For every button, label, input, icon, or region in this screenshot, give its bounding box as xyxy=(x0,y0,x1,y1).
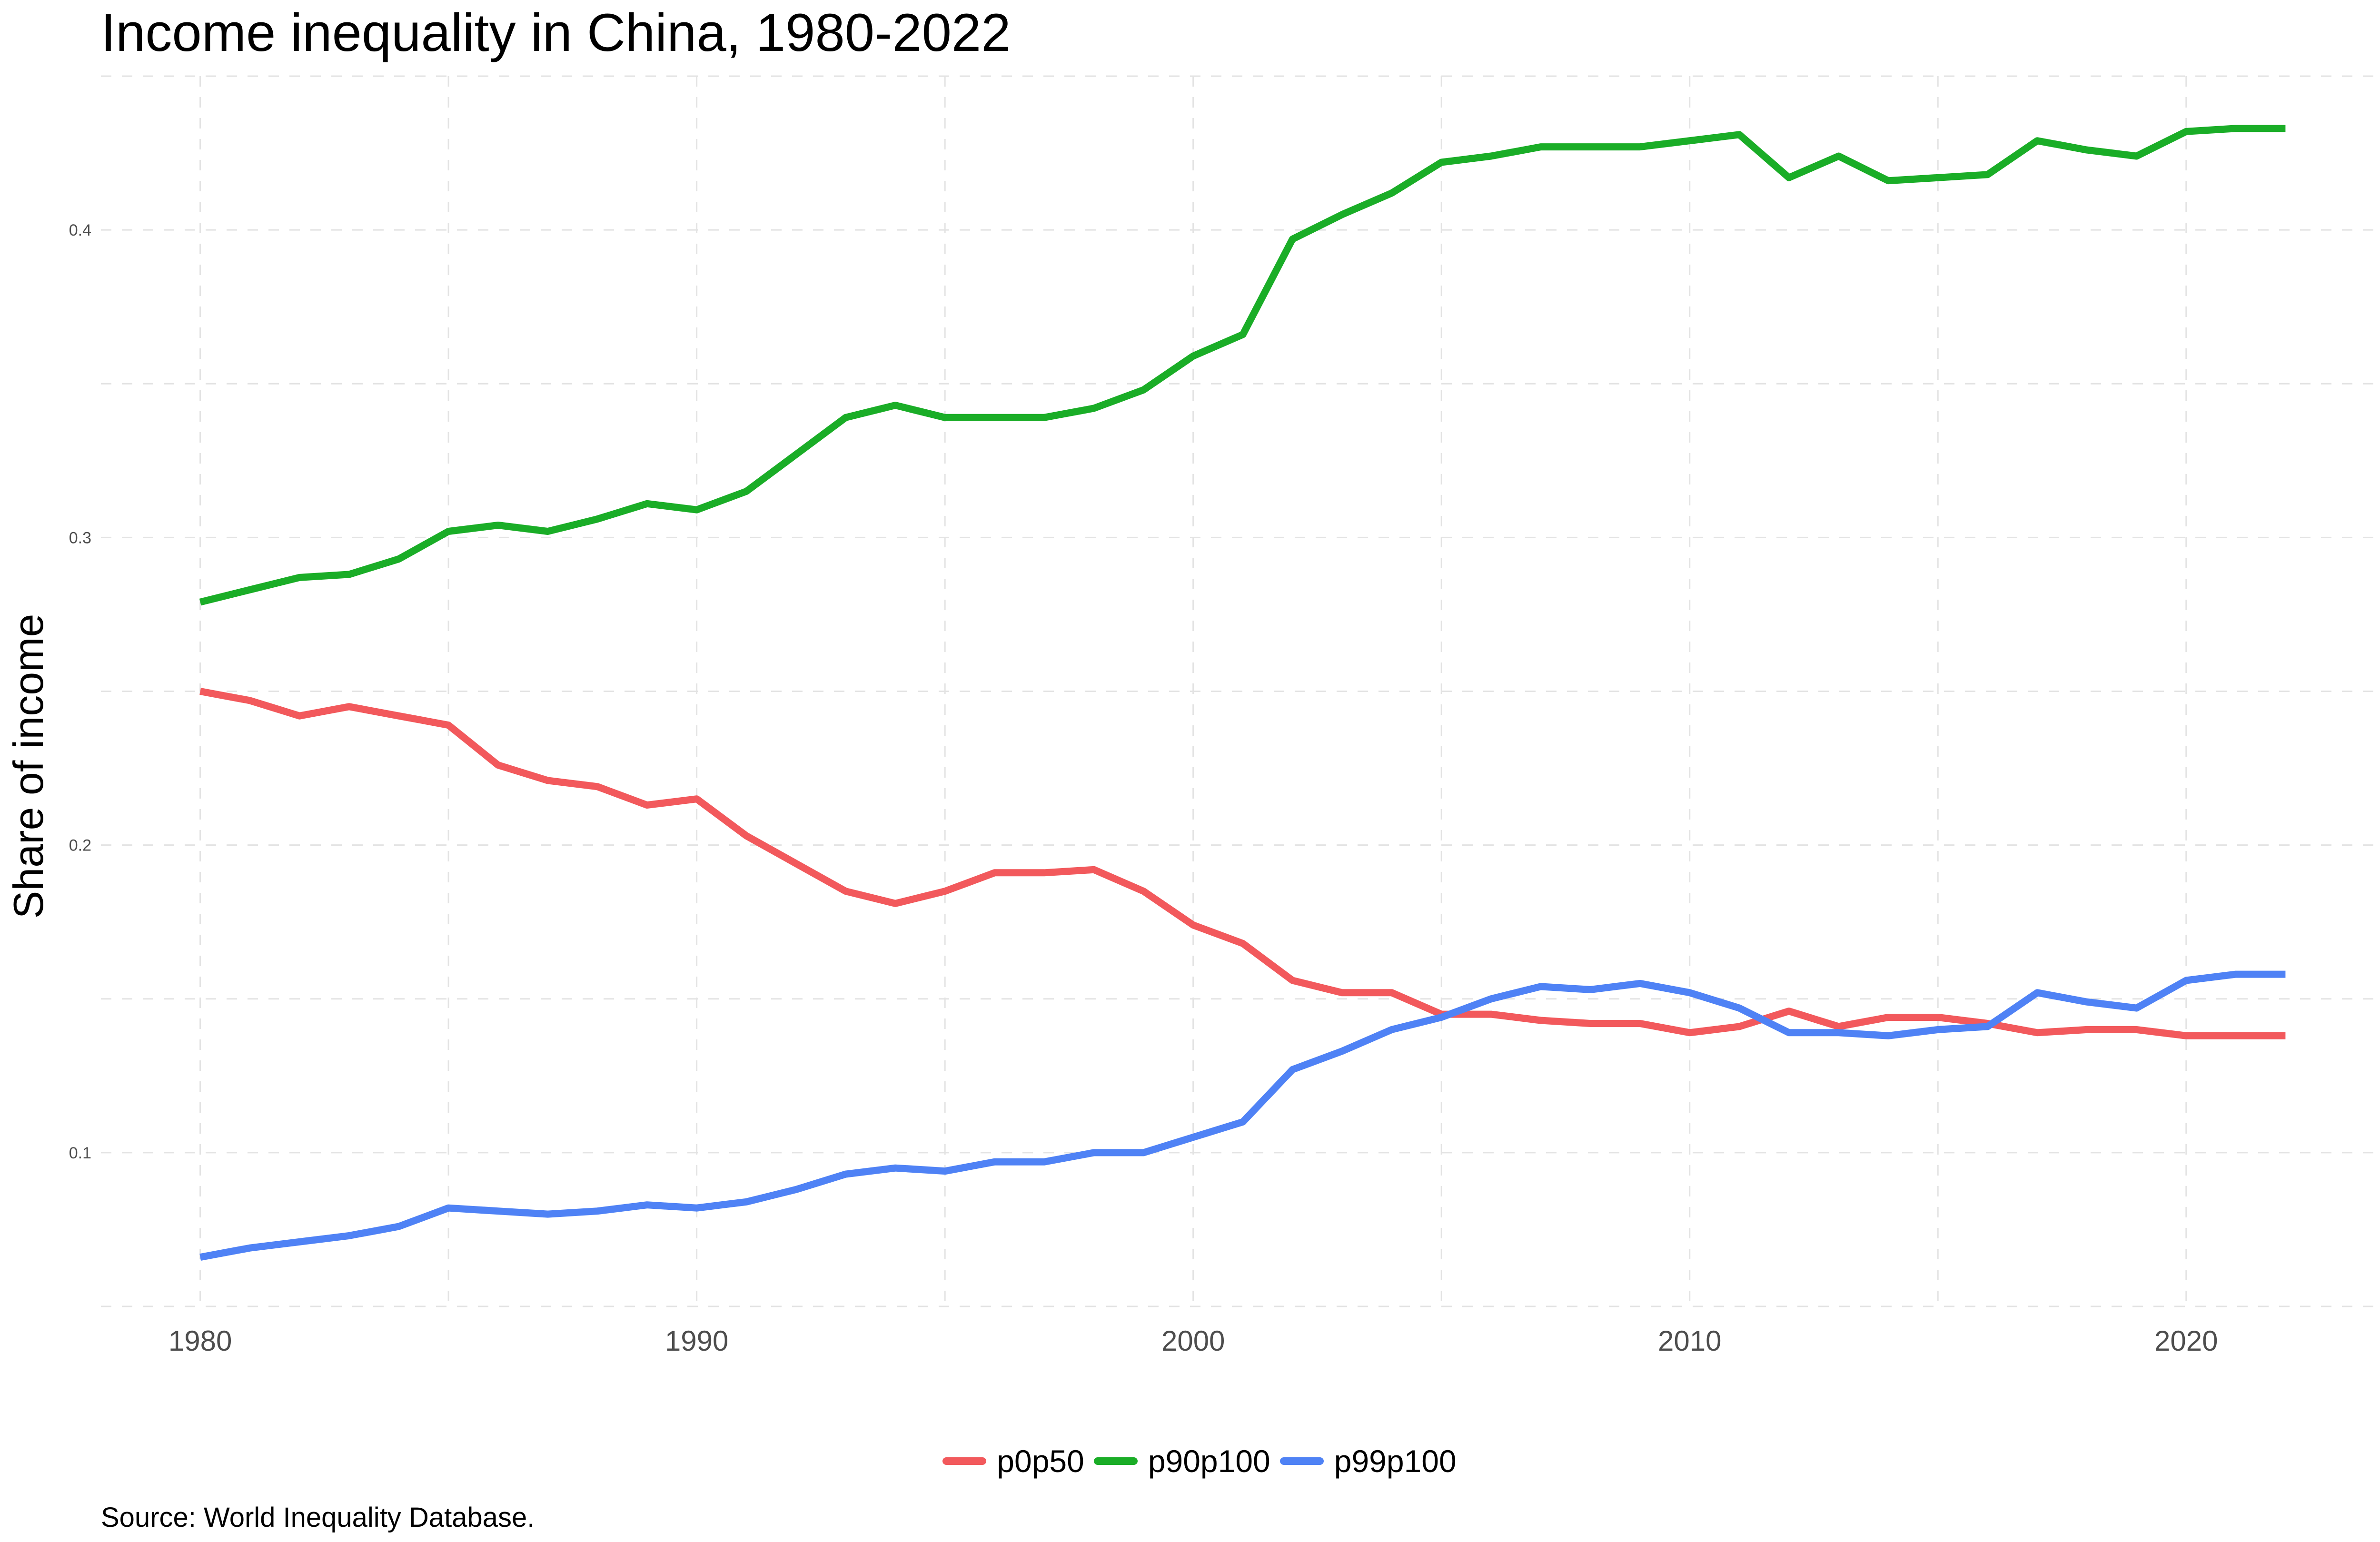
legend-item-p0p50: p0p50 xyxy=(942,1443,1084,1479)
x-tick-label: 1990 xyxy=(665,1325,728,1357)
x-tick-label: 1980 xyxy=(169,1325,232,1357)
legend-item-p90p100: p90p100 xyxy=(1093,1443,1270,1479)
series-line-p0p50 xyxy=(199,688,2286,1039)
series-line-p99p100 xyxy=(199,970,2286,1261)
legend-key xyxy=(1093,1457,1138,1465)
legend-key xyxy=(1279,1457,1324,1465)
x-tick-labels: 1980 1990 2000 2010 2020 xyxy=(169,1325,2218,1357)
legend-label: p90p100 xyxy=(1148,1443,1270,1479)
legend-item-p99p100: p99p100 xyxy=(1279,1443,1457,1479)
y-tick-labels: 0.1 0.2 0.3 0.4 xyxy=(69,221,91,1162)
legend-key xyxy=(942,1457,987,1465)
legend: p0p50 p90p100 p99p100 xyxy=(0,1440,2380,1483)
y-tick-label: 0.4 xyxy=(69,221,91,239)
series-line-p90p100 xyxy=(199,125,2286,606)
y-tick-label: 0.1 xyxy=(69,1144,91,1162)
chart-title: Income inequality in China, 1980-2022 xyxy=(101,3,1011,62)
legend-label: p99p100 xyxy=(1334,1443,1457,1479)
legend-label: p0p50 xyxy=(997,1443,1084,1479)
x-tick-label: 2020 xyxy=(2154,1325,2218,1357)
series-lines xyxy=(199,125,2286,1261)
x-tick-label: 2000 xyxy=(1161,1325,1225,1357)
y-tick-label: 0.2 xyxy=(69,837,91,855)
source-caption: Source: World Inequality Database. xyxy=(101,1502,535,1533)
x-tick-label: 2010 xyxy=(1658,1325,1721,1357)
y-tick-label: 0.3 xyxy=(69,529,91,547)
